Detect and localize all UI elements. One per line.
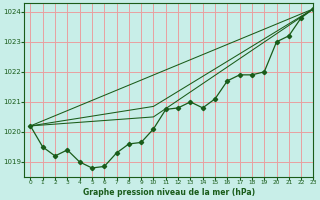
X-axis label: Graphe pression niveau de la mer (hPa): Graphe pression niveau de la mer (hPa) xyxy=(83,188,255,197)
